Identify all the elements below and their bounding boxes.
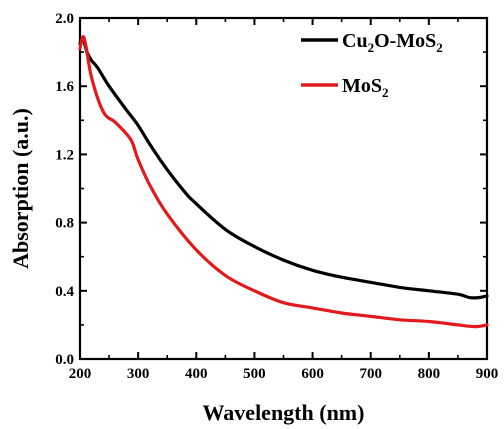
x-tick-label: 400 (185, 366, 208, 382)
y-tick-label: 0.0 (55, 352, 74, 368)
series-line-1 (78, 35, 489, 329)
x-tick-label: 700 (359, 366, 382, 382)
y-tick-label: 2.0 (55, 11, 74, 27)
legend-label-0: Cu2O-MoS2 (342, 30, 443, 55)
x-tick-label: 800 (418, 366, 441, 382)
x-tick-label: 200 (69, 366, 92, 382)
y-tick-label: 1.6 (55, 79, 74, 95)
x-tick-label: 600 (301, 366, 324, 382)
y-tick-label: 1.2 (55, 147, 74, 163)
x-tick-label: 300 (127, 366, 150, 382)
y-tick-label: 0.8 (55, 216, 74, 232)
x-axis-label: Wavelength (nm) (203, 400, 365, 425)
y-axis-label: Absorption (a.u.) (8, 108, 33, 269)
x-tick-label: 900 (476, 366, 499, 382)
legend-label-1: MoS2 (342, 75, 389, 100)
plot-frame (78, 16, 489, 361)
y-tick-label: 0.4 (55, 284, 74, 300)
series-line-0 (78, 36, 489, 300)
x-tick-label: 500 (243, 366, 266, 382)
